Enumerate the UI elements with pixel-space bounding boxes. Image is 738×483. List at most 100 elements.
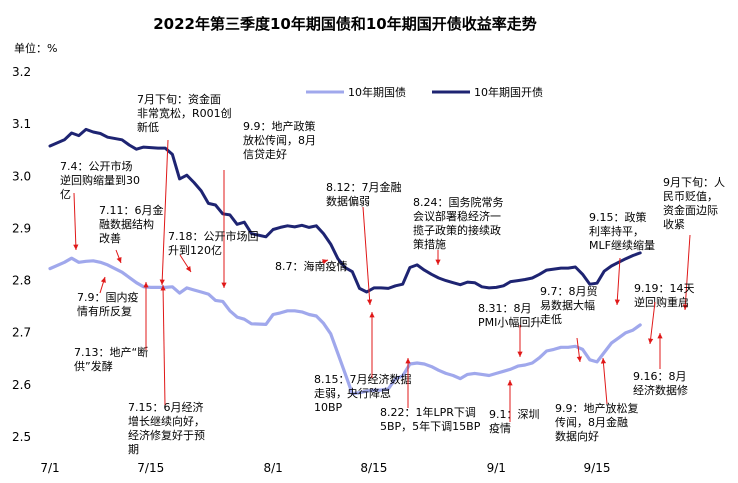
annotation-arrowhead — [369, 312, 375, 318]
annotation-line: 8.12：7月金融 — [326, 180, 402, 194]
annotation-line: PMI小幅回升 — [478, 316, 541, 329]
annotation-line: 9.15：政策 — [589, 210, 647, 224]
annotation-line: 7.13：地产“断 — [74, 345, 148, 359]
annotation-line: 9.19：14天 — [634, 282, 695, 295]
annotation-line: 期 — [128, 443, 139, 456]
annotation-line: 10BP — [314, 401, 343, 414]
y-axis: 2.5 2.6 2.7 2.8 2.9 3.0 3.1 3.2 — [12, 65, 31, 444]
y-tick-label: 2.7 — [12, 326, 31, 340]
y-tick-label: 2.8 — [12, 274, 31, 288]
annotation-arrowhead — [185, 266, 191, 272]
legend-label-0: 10年期国债 — [348, 85, 406, 99]
annotation-arrowhead — [100, 277, 106, 283]
annotation-line: 8.24：国务院常务 — [413, 195, 504, 209]
annotation-arrow — [602, 357, 608, 405]
annotation-line: 融数据结构 — [99, 217, 154, 231]
annotation-arrow — [162, 284, 166, 406]
annotation-arrow — [161, 139, 169, 286]
annotation-line: 收紧 — [663, 217, 685, 231]
annotation-arrow — [616, 257, 621, 306]
annotation-line: 8.15：7月经济数据 — [314, 372, 412, 386]
annotation-line: 9.9：地产放松复 — [555, 401, 639, 415]
annotation-line: 放松传闻，8月 — [243, 133, 316, 147]
annotation-arrowhead — [221, 282, 227, 288]
annotation-line: 数据向好 — [555, 429, 599, 443]
y-tick-label: 2.6 — [12, 378, 31, 392]
annotation-line: 逆回购重启 — [634, 295, 689, 309]
y-tick-label: 3.2 — [12, 65, 31, 79]
annotation-arrowhead — [682, 304, 688, 310]
series-layer — [48, 127, 642, 396]
series-line-1 — [48, 127, 642, 294]
x-tick-label: 7/1 — [40, 461, 59, 475]
annotation-line: 数据偏弱 — [326, 194, 370, 208]
annotation-arrowhead — [600, 358, 607, 364]
annotation-line: 供”发酵 — [74, 359, 113, 373]
annotation-line: 7月下旬：资金面 — [137, 92, 221, 106]
x-tick-label: 9/15 — [584, 461, 611, 475]
annotation-line: 逆回购缩量到30 — [60, 173, 140, 187]
legend-label-1: 10年期国开债 — [474, 85, 543, 99]
annotation-line: 9月下旬：人 — [663, 176, 725, 189]
annotation-line: 经济修复好于预 — [128, 428, 205, 442]
annotation-arrowhead — [160, 285, 166, 291]
chart-title: 2022年第三季度10年期国债和10年期国开债收益率走势 — [153, 15, 537, 33]
x-tick-label: 8/1 — [263, 461, 282, 475]
x-axis: 7/1 7/15 8/1 8/15 9/1 9/15 — [40, 461, 610, 475]
annotation-arrowhead — [517, 351, 523, 357]
annotation-line: 传闻，8月金融 — [555, 415, 628, 429]
annotation-line: 9.1：深圳 — [489, 408, 540, 421]
annotation-line: 升到120亿 — [168, 244, 222, 257]
annotation-arrowhead — [657, 333, 663, 339]
annotation-14: 7.13：地产“断供”发酵 — [74, 282, 149, 373]
annotation-9: 8.7：海南疫情 — [275, 259, 348, 273]
annotation-line: 会议部署稳经济一 — [413, 209, 501, 223]
annotation-line: 7.9：国内疫 — [77, 290, 139, 304]
annotation-arrowhead — [614, 299, 620, 305]
annotation-line: 走弱，央行降息 — [314, 386, 391, 400]
annotation-arrow — [684, 234, 691, 311]
annotation-arrowhead — [73, 244, 79, 250]
y-tick-label: 2.9 — [12, 221, 31, 235]
annotation-line: 情有所反复 — [77, 304, 132, 318]
annotation-line: 非常宽松，R001创 — [137, 106, 232, 120]
annotation-line: 民币贬值， — [663, 190, 718, 203]
series-line-0 — [48, 256, 642, 396]
annotation-line: 增长继续向好， — [128, 414, 205, 428]
legend: 10年期国债 10年期国开债 — [306, 85, 543, 99]
annotation-line: 信贷走好 — [243, 147, 287, 161]
annotation-arrowhead — [435, 259, 441, 265]
annotation-arrowhead — [576, 356, 582, 362]
annotation-line: 亿 — [60, 188, 71, 201]
annotation-arrow — [73, 192, 77, 251]
annotation-line: 7.18：公开市场回 — [168, 229, 259, 243]
annotation-line: MLF继续缩量 — [589, 238, 655, 252]
x-tick-label: 7/15 — [137, 461, 164, 475]
annotation-line: 资金面边际 — [663, 203, 718, 217]
unit-label: 单位：% — [14, 41, 57, 55]
annotation-line: 9.7：8月贸 — [540, 285, 598, 298]
annotation-line: 揽子政策的接续政 — [413, 223, 501, 237]
annotation-line: 走低 — [540, 313, 562, 326]
annotation-arrowhead — [507, 380, 513, 386]
